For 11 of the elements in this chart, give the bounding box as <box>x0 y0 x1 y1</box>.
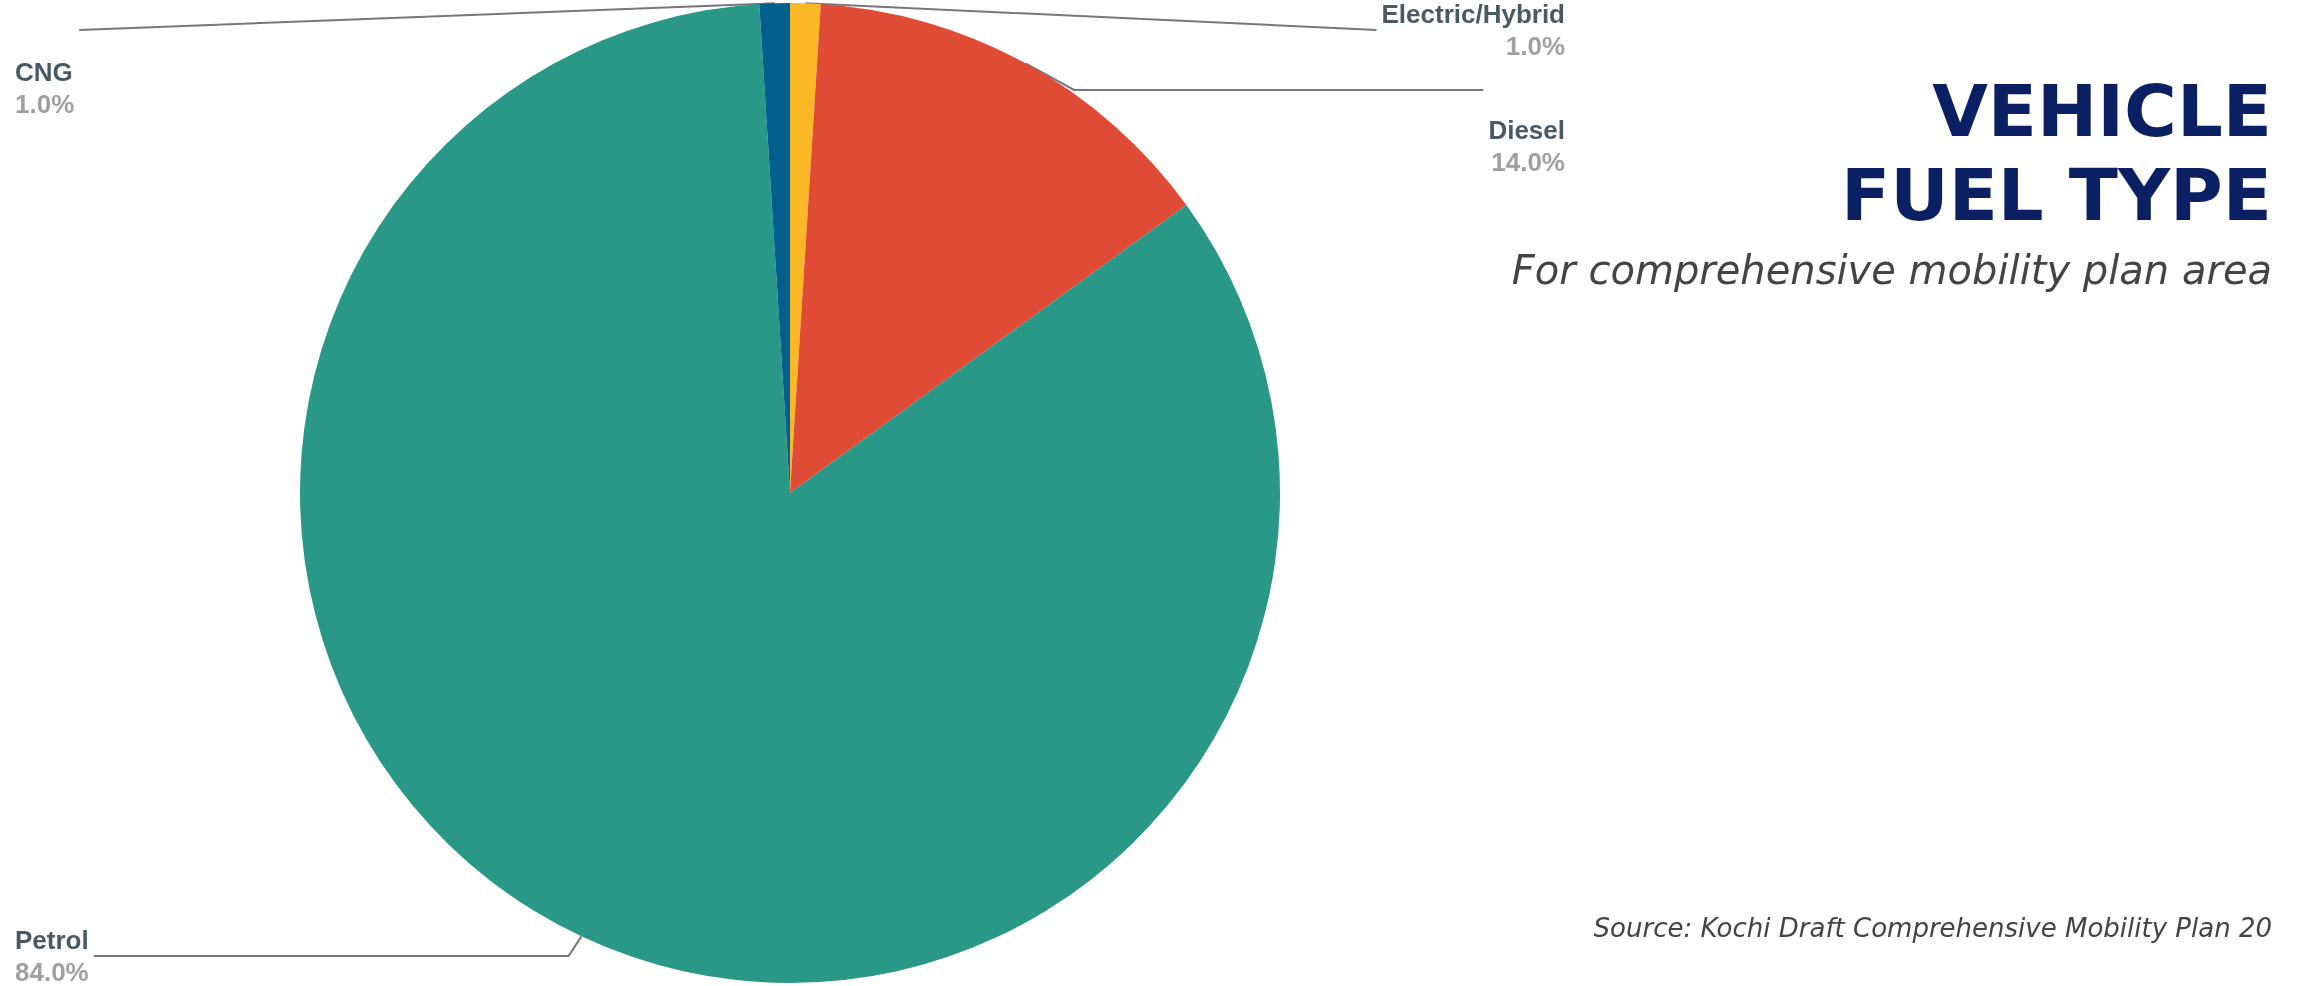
data-label: 1.0% <box>1505 31 1565 61</box>
text: VEHICLE FUEL TYPE <box>1841 69 2272 237</box>
slice-label: Electric/Hybrid <box>1381 0 1565 29</box>
data-label: 84.0% <box>15 957 89 986</box>
source-note: Source: Kochi Draft Comprehensive Mobility Plan 20 <box>1593 913 2273 943</box>
slice-label: Diesel <box>1488 115 1565 145</box>
slice-label: CNG <box>15 57 73 87</box>
slice-label: Petrol <box>15 925 89 955</box>
data-label: 14.0% <box>1491 147 1565 177</box>
data-label: 1.0% <box>15 89 75 119</box>
text: For comprehensive mobility plan area <box>1511 247 2273 293</box>
